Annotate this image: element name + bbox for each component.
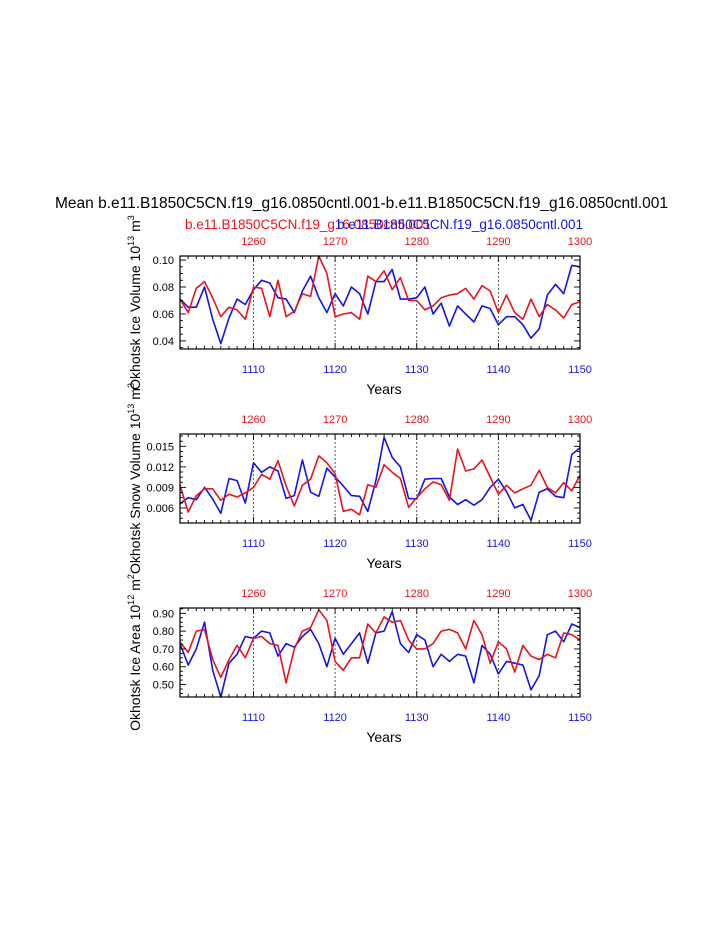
ice-volume-xlabel: Years (366, 381, 401, 397)
ice-area-xtick-label: 1140 (487, 712, 511, 724)
ice-volume-xtick-label: 1130 (405, 364, 429, 376)
snow-volume-xtick-label: 1120 (323, 538, 347, 550)
ice-area-frame (179, 607, 581, 698)
snow-volume-ylabel-exponent: 13 (126, 404, 136, 414)
ice-area-ylabel: Okhotsk Ice Area 1012 m2 (126, 574, 143, 731)
ice-area-ytick-label: 0.90 (153, 608, 174, 620)
ice-area-ylabel-unit-exponent: 2 (126, 574, 136, 579)
ice-area-xtick-label: 1110 (242, 712, 265, 724)
ice-volume-frame (179, 255, 581, 350)
snow-volume-ylabel: Okhotsk Snow Volume 1013 m3 (126, 383, 143, 574)
ice-area-panel: 0.50 0.60 0.70 0.80 0.90 1110 1120 1130 1140 1150… (126, 574, 592, 745)
snow-volume-ytick-label: 0.006 (146, 503, 174, 515)
ice-volume-ytick-label: 0.08 (153, 282, 174, 294)
ice-area-series-blue (179, 610, 581, 698)
snow-volume-ytick-label: 0.015 (146, 441, 174, 453)
ice-area-ytick-label: 0.60 (153, 662, 174, 674)
ice-volume-ylabel-unit-exponent: 3 (126, 215, 136, 220)
ice-volume-ylabel-unit: m (127, 220, 143, 232)
snow-volume-series-blue (179, 436, 581, 522)
ice-volume-ytick-label: 0.04 (153, 336, 174, 348)
snow-volume-xtick-label: 1140 (487, 538, 511, 550)
ice-volume-xtick-label: 1150 (568, 364, 592, 376)
ice-area-xtick-label: 1120 (323, 712, 347, 724)
ice-volume-ylabel: Okhotsk Ice Volume 1013m3 (126, 215, 143, 390)
snow-volume-xlabel: Years (366, 555, 401, 571)
legend-blue-label: b.e11.B1850C5CN.f19_g16.0850cntl.001 (337, 217, 583, 232)
snow-volume-series-red (179, 448, 581, 516)
ice-area-ytick-label: 0.80 (153, 626, 174, 638)
ice-volume-ytick-label: 0.10 (153, 255, 174, 267)
ice-area-top-tick-label: 1260 (241, 588, 265, 600)
snow-volume-ytick-label: 0.009 (146, 482, 174, 494)
snow-volume-ylabel-unit-exponent: 3 (126, 383, 136, 388)
snow-volume-top-tick-label: 1280 (404, 414, 428, 426)
ice-area-xtick-label: 1150 (568, 712, 592, 724)
ice-volume-series-blue (179, 264, 581, 345)
ice-area-top-tick-label: 1290 (486, 588, 510, 600)
snow-volume-top-tick-label: 1270 (323, 414, 347, 426)
ice-area-xtick-label: 1130 (405, 712, 429, 724)
ice-volume-top-tick-label: 1300 (568, 236, 592, 248)
snow-volume-frame (179, 433, 581, 524)
snow-volume-xtick-label: 1110 (242, 538, 265, 550)
ice-volume-top-tick-label: 1260 (241, 236, 265, 248)
ice-area-ytick-label: 0.70 (153, 644, 174, 656)
ice-area-ytick-label: 0.50 (153, 680, 174, 692)
ice-volume-xtick-label: 1110 (242, 364, 265, 376)
ice-volume-ylabel-exponent: 13 (126, 236, 136, 246)
snow-volume-top-tick-label: 1260 (241, 414, 265, 426)
snow-volume-ylabel-unit: m (127, 388, 143, 400)
snow-volume-panel: 0.006 0.009 0.012 0.015 1110 1120 1130 1140 1150… (126, 383, 592, 574)
snow-volume-ylabel-main: Okhotsk Snow Volume 10 (127, 413, 143, 574)
ice-volume-xtick-label: 1120 (323, 364, 347, 376)
snow-volume-xtick-label: 1130 (405, 538, 429, 550)
snow-volume-top-tick-label: 1300 (568, 414, 592, 426)
snow-volume-xtick-label: 1150 (568, 538, 592, 550)
ice-volume-panel: 0.04 0.06 0.08 0.10 1110 1120 1130 1140 1150 1260… (126, 215, 592, 397)
ice-area-xlabel: Years (366, 729, 401, 745)
ice-volume-top-tick-label: 1280 (404, 236, 428, 248)
ice-area-top-tick-label: 1270 (323, 588, 347, 600)
ice-volume-ytick-label: 0.06 (153, 309, 174, 321)
ice-volume-top-tick-label: 1270 (323, 236, 347, 248)
ice-area-top-tick-label: 1300 (568, 588, 592, 600)
ice-volume-xtick-label: 1140 (487, 364, 511, 376)
ice-volume-top-tick-label: 1290 (486, 236, 510, 248)
ice-area-ylabel-main: Okhotsk Ice Area 10 (127, 605, 143, 731)
ice-area-ylabel-unit: m (127, 579, 143, 591)
figure-title: Mean b.e11.B1850C5CN.f19_g16.0850cntl.00… (55, 195, 668, 212)
ice-volume-ylabel-main: Okhotsk Ice Volume 10 (127, 246, 143, 390)
ice-area-top-tick-label: 1280 (404, 588, 428, 600)
ice-area-series-red (179, 608, 581, 684)
snow-volume-top-tick-label: 1290 (486, 414, 510, 426)
ice-area-ylabel-exponent: 12 (126, 595, 136, 605)
ice-volume-series-red (179, 255, 581, 321)
snow-volume-ytick-label: 0.012 (146, 462, 174, 474)
legend-red-label: b.e11.B1850C5CN.f19_g16.0850cntl.001 (185, 217, 431, 232)
